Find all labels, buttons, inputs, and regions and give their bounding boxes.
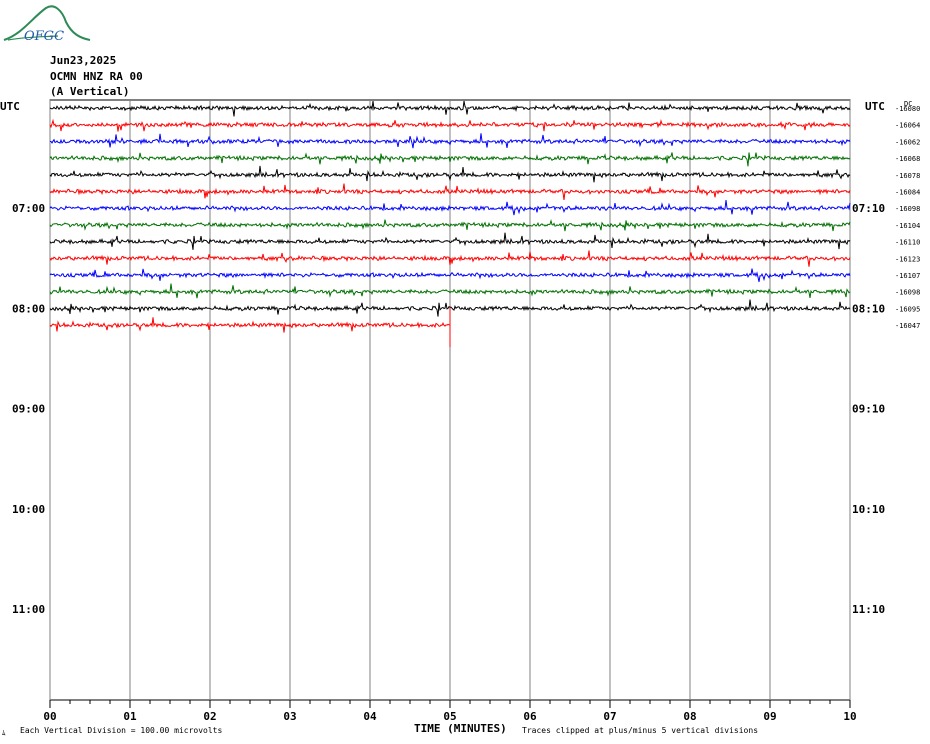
seismic-trace: [49, 283, 851, 299]
right-hour-label: 10:10: [852, 503, 885, 516]
left-hour-label: 07:00: [12, 202, 45, 215]
seismic-trace: [49, 183, 851, 200]
footer-scale-note: Each Vertical Division = 100.00 microvol…: [20, 726, 222, 735]
dc-offset-label: -16123: [895, 255, 920, 263]
seismic-trace: [49, 165, 851, 183]
dc-offset-label: -16080: [895, 105, 920, 113]
seismic-trace: [49, 200, 851, 216]
dc-offset-label: -16064: [895, 122, 920, 130]
right-axis-label: UTC: [865, 100, 885, 113]
x-tick-label: 00: [43, 710, 56, 723]
seismic-trace: [49, 133, 851, 149]
chart-date: Jun23,2025: [50, 54, 117, 67]
seismic-trace: [49, 118, 851, 132]
chart-component: (A Vertical): [50, 85, 130, 98]
seismic-trace: [49, 307, 451, 348]
seismic-trace: [49, 268, 851, 283]
dc-offset-label: -16062: [895, 138, 920, 146]
dc-label: DC: [904, 100, 912, 108]
right-hour-label: 11:10: [852, 603, 885, 616]
x-tick-label: 07: [603, 710, 616, 723]
dc-offset-label: -16078: [895, 172, 920, 180]
x-tick-label: 08: [683, 710, 696, 723]
dc-offset-label: -16098: [895, 205, 920, 213]
footer-clip-note: Traces clipped at plus/minus 5 vertical …: [522, 726, 758, 735]
seismic-trace: [49, 250, 851, 267]
dc-offset-label: -16104: [895, 222, 920, 230]
x-tick-label: 09: [763, 710, 776, 723]
dc-offset-label: -16095: [895, 305, 920, 313]
dc-offset-label: -16107: [895, 272, 920, 280]
left-hour-label: 10:00: [12, 503, 45, 516]
dc-offset-label: -16098: [895, 289, 920, 297]
right-hour-label: 09:10: [852, 403, 885, 416]
left-hour-label: 09:00: [12, 403, 45, 416]
x-tick-label: 05: [443, 710, 456, 723]
ofgc-logo: OFGC: [3, 5, 91, 44]
x-tick-label: 02: [203, 710, 216, 723]
x-axis-label: TIME (MINUTES): [414, 722, 507, 735]
dc-offset-label: -16110: [895, 239, 920, 247]
chart-station: OCMN HNZ RA 00: [50, 70, 143, 83]
dc-offset-label: -16068: [895, 155, 920, 163]
seismic-trace: [49, 232, 851, 250]
x-tick-label: 04: [363, 710, 377, 723]
x-tick-label: 03: [283, 710, 296, 723]
footer-mark: ﾑ: [2, 729, 6, 737]
logo-text: OFGC: [24, 29, 64, 44]
dc-offset-label: -16084: [895, 189, 920, 197]
left-hour-label: 11:00: [12, 603, 45, 616]
x-tick-label: 06: [523, 710, 537, 723]
dc-offset-label: -16047: [895, 322, 920, 330]
right-hour-label: 08:10: [852, 302, 885, 315]
x-tick-label: 01: [123, 710, 137, 723]
seismic-trace: [49, 219, 851, 232]
seismic-trace: [49, 152, 851, 167]
x-tick-label: 10: [843, 710, 856, 723]
seismic-trace: [49, 100, 851, 117]
left-hour-label: 08:00: [12, 302, 45, 315]
right-hour-label: 07:10: [852, 202, 885, 215]
left-axis-label: UTC: [0, 100, 20, 113]
